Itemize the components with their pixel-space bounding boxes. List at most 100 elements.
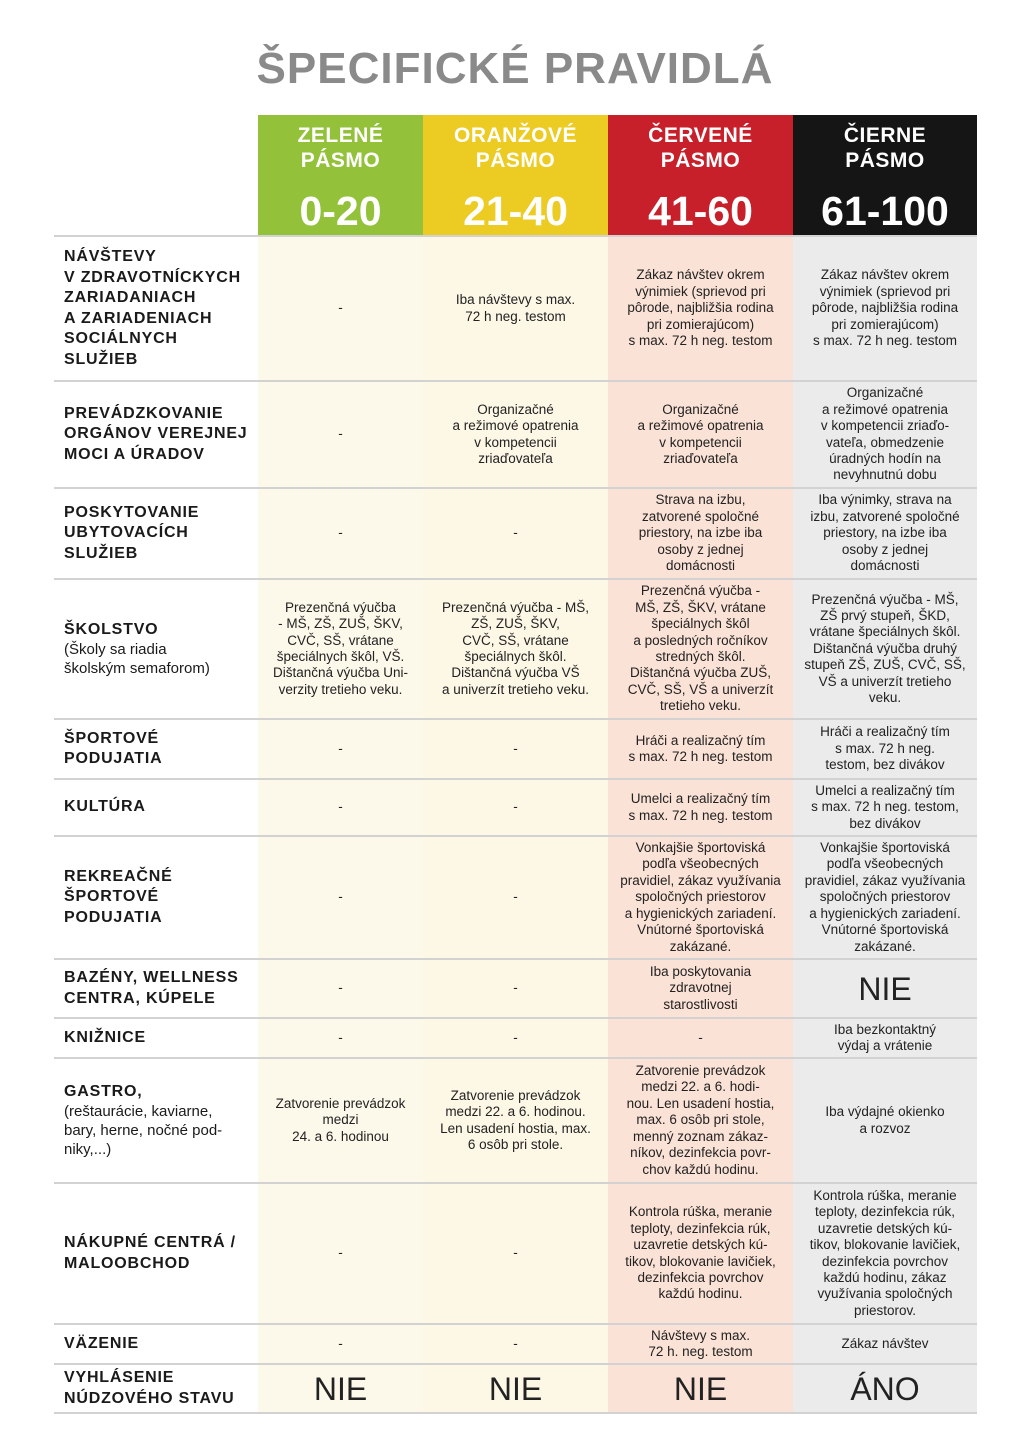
rule-cell: Vonkajšie športoviská podľa všeobecných …: [793, 835, 977, 959]
page-title: ŠPECIFICKÉ PRAVIDLÁ: [256, 44, 774, 93]
table-row: REKREAČNÉ ŠPORTOVÉ PODUJATIA - - Vonkajšie …: [54, 835, 977, 959]
rule-cell: -: [423, 1323, 608, 1364]
row-label: NÁVŠTEVY V ZDRAVOTNÍCKYCH ZARIADANIACH A…: [54, 235, 258, 381]
rule-cell: -: [258, 1182, 423, 1324]
rule-cell: -: [423, 487, 608, 579]
rule-cell: -: [258, 1017, 423, 1058]
row-label-text: NÁVŠTEVY V ZDRAVOTNÍCKYCH ZARIADANIACH A…: [64, 248, 241, 368]
rule-cell: -: [258, 835, 423, 959]
zone-header-row: ZELENÉ PÁSMO 0-20 ORANŽOVÉ PÁSMO 21-40 ČERVE…: [54, 115, 977, 236]
rule-cell: -: [258, 380, 423, 488]
row-label-text: ŠKOLSTVO: [64, 620, 159, 638]
rule-cell: Prezenčná výučba - MŠ, ZŠ, ŠKV, vrátane …: [608, 578, 793, 719]
header-blank: [54, 115, 258, 236]
rule-cell: -: [258, 1323, 423, 1364]
rule-cell: -: [423, 778, 608, 836]
zone-header-g: ZELENÉ PÁSMO 0-20: [258, 115, 423, 236]
row-label: NÁKUPNÉ CENTRÁ / MALOOBCHOD: [54, 1182, 258, 1324]
row-label-text: KULTÚRA: [64, 798, 146, 816]
rule-cell: -: [258, 718, 423, 779]
zone-name: ČIERNE PÁSMO: [843, 124, 927, 172]
rule-cell: NIE: [793, 958, 977, 1018]
table-row: GASTRO, (reštaurácie, kaviarne, bary, her…: [54, 1057, 977, 1183]
zone-range: 41-60: [648, 188, 753, 234]
zone-header-r: ČERVENÉ PÁSMO 41-60: [608, 115, 793, 236]
table-row: KNIŽNICE - - - Iba bezkontaktný výdaj a vrát…: [54, 1017, 977, 1058]
row-label: VYHLÁSENIE NÚDZOVÉHO STAVU: [54, 1363, 258, 1414]
rule-cell: Iba bezkontaktný výdaj a vrátenie: [793, 1017, 977, 1058]
table-row: KULTÚRA - - Umelci a realizačný tím s max. …: [54, 778, 977, 836]
row-label-note: (Školy sa riadia školským semaforom): [64, 641, 210, 678]
rule-cell: Zatvorenie prevádzok medzi 24. a 6. hodi…: [258, 1057, 423, 1183]
rule-cell: -: [258, 778, 423, 836]
row-label: ŠKOLSTVO (Školy sa riadia školským semafo…: [54, 578, 258, 719]
rule-cell: NIE: [258, 1363, 423, 1414]
rule-cell: Zákaz návštev okrem výnimiek (sprievod p…: [793, 235, 977, 381]
row-label: KNIŽNICE: [54, 1017, 258, 1058]
rule-cell: Zatvorenie prevádzok medzi 22. a 6. hodi…: [608, 1057, 793, 1183]
rule-cell: Zákaz návštev: [793, 1323, 977, 1364]
table-row: ŠKOLSTVO (Školy sa riadia školským semafo…: [54, 578, 977, 719]
rule-cell: Vonkajšie športoviská podľa všeobecných …: [608, 835, 793, 959]
rule-cell: Hráči a realizačný tím s max. 72 h neg. …: [793, 718, 977, 779]
zone-name: ČERVENÉ PÁSMO: [648, 124, 753, 172]
rule-cell: -: [258, 235, 423, 381]
rule-cell: Strava na izbu, zatvorené spoločné pries…: [608, 487, 793, 579]
row-label: GASTRO, (reštaurácie, kaviarne, bary, her…: [54, 1057, 258, 1183]
rule-cell: ÁNO: [793, 1363, 977, 1414]
row-label: VÄZENIE: [54, 1323, 258, 1364]
zone-name: ORANŽOVÉ PÁSMO: [453, 124, 577, 172]
zone-range: 0-20: [299, 188, 382, 234]
row-label: KULTÚRA: [54, 778, 258, 836]
rule-cell: Umelci a realizačný tím s max. 72 h neg.…: [608, 778, 793, 836]
rule-cell: Iba výdajné okienko a rozvoz: [793, 1057, 977, 1183]
table-row: VYHLÁSENIE NÚDZOVÉHO STAVU NIE NIE NIE ÁNO: [54, 1363, 977, 1414]
rule-cell: -: [258, 958, 423, 1018]
rule-cell: Zákaz návštev okrem výnimiek (sprievod p…: [608, 235, 793, 381]
rule-cell: Kontrola rúška, meranie teploty, dezinfe…: [793, 1182, 977, 1324]
table-row: VÄZENIE - - Návštevy s max. 72 h. neg. test…: [54, 1323, 977, 1364]
rule-cell: Organizačné a režimové opatrenia v kompe…: [608, 380, 793, 488]
rule-cell: Hráči a realizačný tím s max. 72 h neg. …: [608, 718, 793, 779]
rule-cell: -: [423, 835, 608, 959]
rule-cell: Návštevy s max. 72 h. neg. testom: [608, 1323, 793, 1364]
row-label-text: GASTRO,: [64, 1082, 143, 1100]
table-row: POSKYTOVANIE UBYTOVACÍCH SLUŽIEB - - Strava…: [54, 487, 977, 579]
row-label-text: KNIŽNICE: [64, 1028, 146, 1046]
rule-cell: -: [258, 487, 423, 579]
row-label-text: VÄZENIE: [64, 1334, 139, 1352]
rule-cell: Prezenčná výučba - MŠ, ZŠ, ZUŠ, ŠKV, CVČ…: [423, 578, 608, 719]
rule-cell: -: [423, 718, 608, 779]
zone-name: ZELENÉ PÁSMO: [297, 124, 384, 172]
row-label: PREVÁDZKOVANIE ORGÁNOV VEREJNEJ MOCI A Ú…: [54, 380, 258, 488]
rule-cell: Zatvorenie prevádzok medzi 22. a 6. hodi…: [423, 1057, 608, 1183]
table-row: BAZÉNY, WELLNESS CENTRA, KÚPELE - - Iba pos…: [54, 958, 977, 1018]
table-row: NÁVŠTEVY V ZDRAVOTNÍCKYCH ZARIADANIACH A…: [54, 235, 977, 381]
zone-range: 21-40: [463, 188, 568, 234]
row-label-text: POSKYTOVANIE UBYTOVACÍCH SLUŽIEB: [64, 503, 200, 562]
row-label-text: REKREAČNÉ ŠPORTOVÉ PODUJATIA: [64, 867, 173, 926]
row-label-text: VYHLÁSENIE NÚDZOVÉHO STAVU: [64, 1369, 235, 1407]
rule-cell: NIE: [608, 1363, 793, 1414]
rule-cell: Kontrola rúška, meranie teploty, dezinfe…: [608, 1182, 793, 1324]
row-label-text: BAZÉNY, WELLNESS CENTRA, KÚPELE: [64, 969, 239, 1007]
row-label-text: NÁKUPNÉ CENTRÁ / MALOOBCHOD: [64, 1234, 236, 1272]
row-label: ŠPORTOVÉ PODUJATIA: [54, 718, 258, 779]
rule-cell: Iba poskytovania zdravotnej starostlivos…: [608, 958, 793, 1018]
row-label-note: (reštaurácie, kaviarne, bary, herne, noč…: [64, 1103, 223, 1159]
rule-cell: Prezenčná výučba - MŠ, ZŠ prvý stupeň, Š…: [793, 578, 977, 719]
rule-cell: -: [423, 958, 608, 1018]
rule-cell: Iba návštevy s max. 72 h neg. testom: [423, 235, 608, 381]
row-label: BAZÉNY, WELLNESS CENTRA, KÚPELE: [54, 958, 258, 1018]
zone-range: 61-100: [821, 188, 949, 234]
rule-cell: Iba výnimky, strava na izbu, zatvorené s…: [793, 487, 977, 579]
zone-header-o: ORANŽOVÉ PÁSMO 21-40: [423, 115, 608, 236]
rule-cell: -: [423, 1017, 608, 1058]
rule-cell: -: [423, 1182, 608, 1324]
rule-cell: Umelci a realizačný tím s max. 72 h neg.…: [793, 778, 977, 836]
table-row: NÁKUPNÉ CENTRÁ / MALOOBCHOD - - Kontrola rú…: [54, 1182, 977, 1324]
row-label: POSKYTOVANIE UBYTOVACÍCH SLUŽIEB: [54, 487, 258, 579]
table-row: ŠPORTOVÉ PODUJATIA - - Hráči a realizačný t…: [54, 718, 977, 779]
table-row: PREVÁDZKOVANIE ORGÁNOV VEREJNEJ MOCI A Ú…: [54, 380, 977, 488]
row-label-text: PREVÁDZKOVANIE ORGÁNOV VEREJNEJ MOCI A Ú…: [64, 404, 248, 463]
